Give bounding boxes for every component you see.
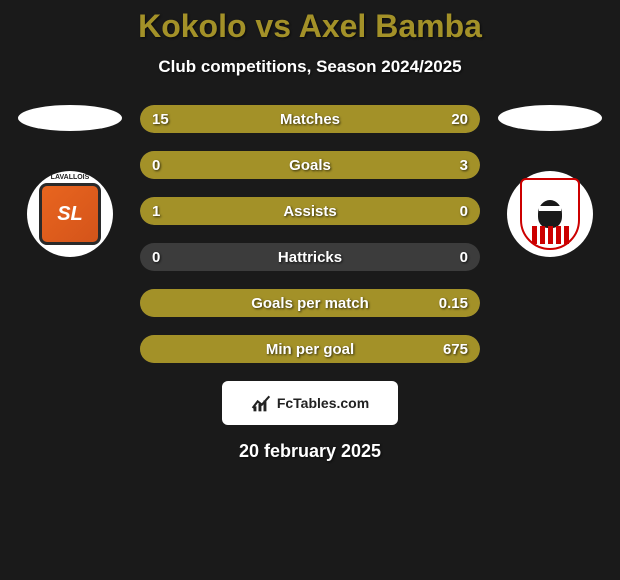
subtitle: Club competitions, Season 2024/2025: [0, 57, 620, 77]
stat-value-left: 15: [152, 111, 169, 128]
player-right-ellipse: [498, 105, 602, 131]
stat-bars: 15 20 Matches 0 3 Goals 1 0 Assists 0 0 Hattricks 0.…: [140, 105, 480, 363]
stat-value-right: 0: [460, 203, 468, 220]
stat-row: 1 0 Assists: [140, 197, 480, 225]
stat-value-left: 1: [152, 203, 160, 220]
team-left-badge: LAVALLOIS SL: [27, 171, 113, 257]
stat-label: Min per goal: [266, 341, 354, 358]
right-side: [498, 105, 602, 257]
stat-value-right: 0: [460, 249, 468, 266]
main-row: LAVALLOIS SL 15 20 Matches 0 3 Goals 1 0 Assists…: [0, 105, 620, 363]
team-right-shield: [520, 178, 580, 250]
stat-row: 0.15 Goals per match: [140, 289, 480, 317]
team-right-badge: [507, 171, 593, 257]
stat-value-right: 675: [443, 341, 468, 358]
stat-label: Hattricks: [278, 249, 342, 266]
stat-value-right: 20: [451, 111, 468, 128]
brand-badge: FcTables.com: [222, 381, 398, 425]
stat-value-left: 0: [152, 157, 160, 174]
stripes-icon: [527, 226, 573, 244]
comparison-card: Kokolo vs Axel Bamba Club competitions, …: [0, 0, 620, 462]
date-text: 20 february 2025: [0, 441, 620, 462]
stat-label: Matches: [280, 111, 340, 128]
stat-value-left: 0: [152, 249, 160, 266]
chart-icon: [251, 393, 271, 413]
stat-label: Goals: [289, 157, 331, 174]
left-side: LAVALLOIS SL: [18, 105, 122, 257]
page-title: Kokolo vs Axel Bamba: [0, 8, 620, 45]
stat-row: 15 20 Matches: [140, 105, 480, 133]
stat-label: Goals per match: [251, 295, 369, 312]
stat-row: 0 0 Hattricks: [140, 243, 480, 271]
team-left-monogram: SL: [39, 183, 101, 245]
stat-value-right: 3: [460, 157, 468, 174]
player-left-ellipse: [18, 105, 122, 131]
stat-value-right: 0.15: [439, 295, 468, 312]
moor-head-icon: [538, 200, 562, 228]
brand-text: FcTables.com: [277, 395, 369, 411]
stat-row: 675 Min per goal: [140, 335, 480, 363]
team-left-arc: LAVALLOIS: [51, 174, 90, 181]
stat-row: 0 3 Goals: [140, 151, 480, 179]
stat-label: Assists: [283, 203, 336, 220]
